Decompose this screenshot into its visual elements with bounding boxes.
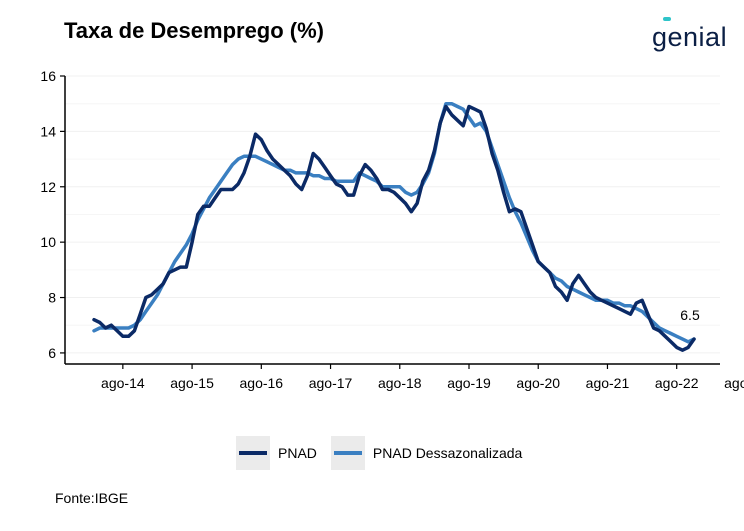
x-tick-label: ago-15 <box>170 375 214 391</box>
legend-label-pnad-sa: PNAD Dessazonalizada <box>372 445 523 461</box>
x-tick-label: ago-21 <box>586 375 630 391</box>
brand-logo: genial <box>652 17 728 53</box>
series-line-pnad <box>92 104 696 352</box>
series-lines <box>92 101 696 352</box>
legend: PNAD PNAD Dessazonalizada <box>236 436 536 470</box>
legend-label-pnad: PNAD <box>278 445 317 461</box>
y-tick-label: 10 <box>40 234 56 250</box>
x-tick-label: ago-20 <box>516 375 560 391</box>
y-tick-label: 6 <box>48 345 56 361</box>
source-note: Fonte:IBGE <box>55 490 129 506</box>
legend-item-pnad: PNAD <box>236 436 317 470</box>
y-tick-label: 8 <box>48 290 56 306</box>
y-tick-label: 16 <box>40 68 56 84</box>
axes <box>60 75 720 369</box>
x-tick-label: ago-14 <box>101 375 145 391</box>
x-tick-label: ago-22 <box>655 375 699 391</box>
x-tick-label: ago-23 <box>724 375 744 391</box>
plot-panel <box>65 76 720 364</box>
y-tick-label: 12 <box>40 179 56 195</box>
x-tick-label: ago-17 <box>309 375 353 391</box>
legend-key-pnad-sa <box>330 436 365 470</box>
tick-labels: 6 8 10 12 14 16 ago-14 ago-15 ago-16 ago-17 ago-18… <box>40 68 744 391</box>
y-tick-label: 14 <box>40 123 56 139</box>
legend-item-pnad-sa: PNAD Dessazonalizada <box>330 436 523 470</box>
chart-title: Taxa de Desemprego (%) <box>64 18 325 43</box>
x-tick-label: ago-18 <box>378 375 422 391</box>
x-tick-label: ago-16 <box>240 375 284 391</box>
logo-accent-icon <box>663 17 671 21</box>
legend-key-pnad <box>236 436 270 470</box>
brand-name: genial <box>652 22 728 52</box>
end-value-label: 6.5 <box>680 307 700 323</box>
x-tick-label: ago-19 <box>447 375 491 391</box>
